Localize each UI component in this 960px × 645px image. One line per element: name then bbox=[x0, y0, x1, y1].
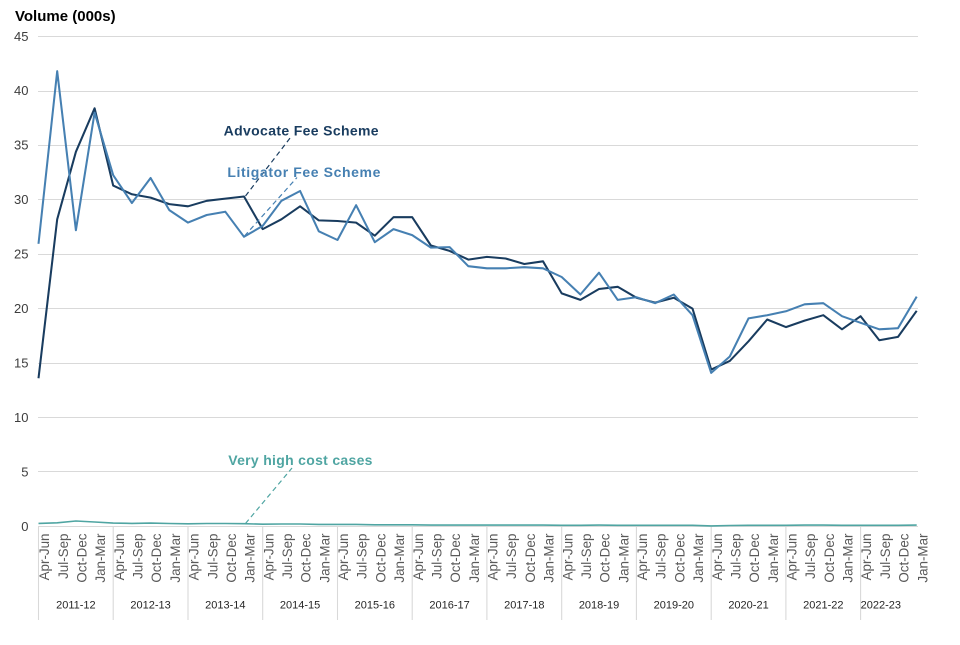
svg-text:Jul-Sep: Jul-Sep bbox=[56, 534, 71, 579]
svg-text:Oct-Dec: Oct-Dec bbox=[523, 533, 538, 582]
svg-text:Jan-Mar: Jan-Mar bbox=[616, 533, 631, 583]
svg-text:Apr-Jun: Apr-Jun bbox=[336, 534, 351, 581]
svg-text:40: 40 bbox=[14, 83, 28, 98]
svg-text:Apr-Jun: Apr-Jun bbox=[859, 534, 874, 581]
svg-text:Oct-Dec: Oct-Dec bbox=[822, 533, 837, 582]
svg-text:Jul-Sep: Jul-Sep bbox=[654, 534, 669, 579]
svg-text:Oct-Dec: Oct-Dec bbox=[598, 533, 613, 582]
svg-text:Jan-Mar: Jan-Mar bbox=[467, 533, 482, 583]
svg-text:Jan-Mar: Jan-Mar bbox=[691, 533, 706, 583]
svg-text:Oct-Dec: Oct-Dec bbox=[448, 533, 463, 582]
svg-text:Advocate Fee Scheme: Advocate Fee Scheme bbox=[224, 123, 379, 139]
svg-text:Jul-Sep: Jul-Sep bbox=[504, 534, 519, 579]
svg-text:Apr-Jun: Apr-Jun bbox=[261, 534, 276, 581]
svg-text:Apr-Jun: Apr-Jun bbox=[785, 534, 800, 581]
svg-text:Jul-Sep: Jul-Sep bbox=[579, 534, 594, 579]
svg-text:Apr-Jun: Apr-Jun bbox=[37, 534, 52, 581]
svg-text:2016-17: 2016-17 bbox=[429, 600, 469, 612]
svg-text:2011-12: 2011-12 bbox=[56, 600, 96, 612]
svg-text:Jan-Mar: Jan-Mar bbox=[392, 533, 407, 583]
svg-text:Jan-Mar: Jan-Mar bbox=[915, 533, 930, 583]
svg-text:2017-18: 2017-18 bbox=[504, 600, 544, 612]
svg-text:Jan-Mar: Jan-Mar bbox=[841, 533, 856, 583]
svg-text:15: 15 bbox=[14, 356, 28, 371]
svg-text:Jul-Sep: Jul-Sep bbox=[280, 534, 295, 579]
svg-text:2015-16: 2015-16 bbox=[355, 600, 395, 612]
svg-text:2020-21: 2020-21 bbox=[728, 600, 768, 612]
svg-text:Apr-Jun: Apr-Jun bbox=[112, 534, 127, 581]
svg-text:Oct-Dec: Oct-Dec bbox=[672, 533, 687, 582]
svg-text:2013-14: 2013-14 bbox=[205, 600, 245, 612]
svg-text:Apr-Jun: Apr-Jun bbox=[710, 534, 725, 581]
svg-text:Jul-Sep: Jul-Sep bbox=[131, 534, 146, 579]
svg-text:Apr-Jun: Apr-Jun bbox=[411, 534, 426, 581]
svg-text:2018-19: 2018-19 bbox=[579, 600, 619, 612]
svg-text:35: 35 bbox=[14, 138, 28, 153]
svg-text:Oct-Dec: Oct-Dec bbox=[75, 533, 90, 582]
svg-text:5: 5 bbox=[21, 464, 28, 479]
svg-text:Jul-Sep: Jul-Sep bbox=[430, 534, 445, 579]
svg-text:Jan-Mar: Jan-Mar bbox=[93, 533, 108, 583]
svg-text:Litigator Fee Scheme: Litigator Fee Scheme bbox=[227, 164, 381, 180]
svg-text:Jan-Mar: Jan-Mar bbox=[766, 533, 781, 583]
svg-text:Jul-Sep: Jul-Sep bbox=[205, 534, 220, 579]
svg-text:30: 30 bbox=[14, 192, 28, 207]
svg-text:Jul-Sep: Jul-Sep bbox=[728, 534, 743, 579]
svg-text:20: 20 bbox=[14, 301, 28, 316]
svg-text:Jul-Sep: Jul-Sep bbox=[803, 534, 818, 579]
svg-text:Jan-Mar: Jan-Mar bbox=[243, 533, 258, 583]
svg-text:Oct-Dec: Oct-Dec bbox=[373, 533, 388, 582]
svg-text:Oct-Dec: Oct-Dec bbox=[897, 533, 912, 582]
svg-text:Jul-Sep: Jul-Sep bbox=[355, 534, 370, 579]
svg-text:Volume (000s): Volume (000s) bbox=[15, 8, 116, 25]
svg-text:Apr-Jun: Apr-Jun bbox=[635, 534, 650, 581]
svg-text:2019-20: 2019-20 bbox=[654, 600, 694, 612]
svg-text:45: 45 bbox=[14, 29, 28, 44]
svg-text:2014-15: 2014-15 bbox=[280, 600, 320, 612]
svg-text:Jul-Sep: Jul-Sep bbox=[878, 534, 893, 579]
svg-text:25: 25 bbox=[14, 247, 28, 262]
svg-text:Oct-Dec: Oct-Dec bbox=[149, 533, 164, 582]
svg-text:2021-22: 2021-22 bbox=[803, 600, 843, 612]
svg-text:Oct-Dec: Oct-Dec bbox=[299, 533, 314, 582]
svg-text:Very high cost cases: Very high cost cases bbox=[228, 452, 373, 468]
svg-text:Jan-Mar: Jan-Mar bbox=[542, 533, 557, 583]
svg-text:Apr-Jun: Apr-Jun bbox=[187, 534, 202, 581]
svg-text:2012-13: 2012-13 bbox=[130, 600, 170, 612]
svg-text:2022-23: 2022-23 bbox=[861, 600, 901, 612]
svg-text:Oct-Dec: Oct-Dec bbox=[224, 533, 239, 582]
svg-text:Jan-Mar: Jan-Mar bbox=[317, 533, 332, 583]
svg-text:Oct-Dec: Oct-Dec bbox=[747, 533, 762, 582]
svg-text:Jan-Mar: Jan-Mar bbox=[168, 533, 183, 583]
svg-text:Apr-Jun: Apr-Jun bbox=[486, 534, 501, 581]
svg-text:0: 0 bbox=[21, 519, 28, 534]
svg-text:Apr-Jun: Apr-Jun bbox=[560, 534, 575, 581]
svg-text:10: 10 bbox=[14, 410, 28, 425]
